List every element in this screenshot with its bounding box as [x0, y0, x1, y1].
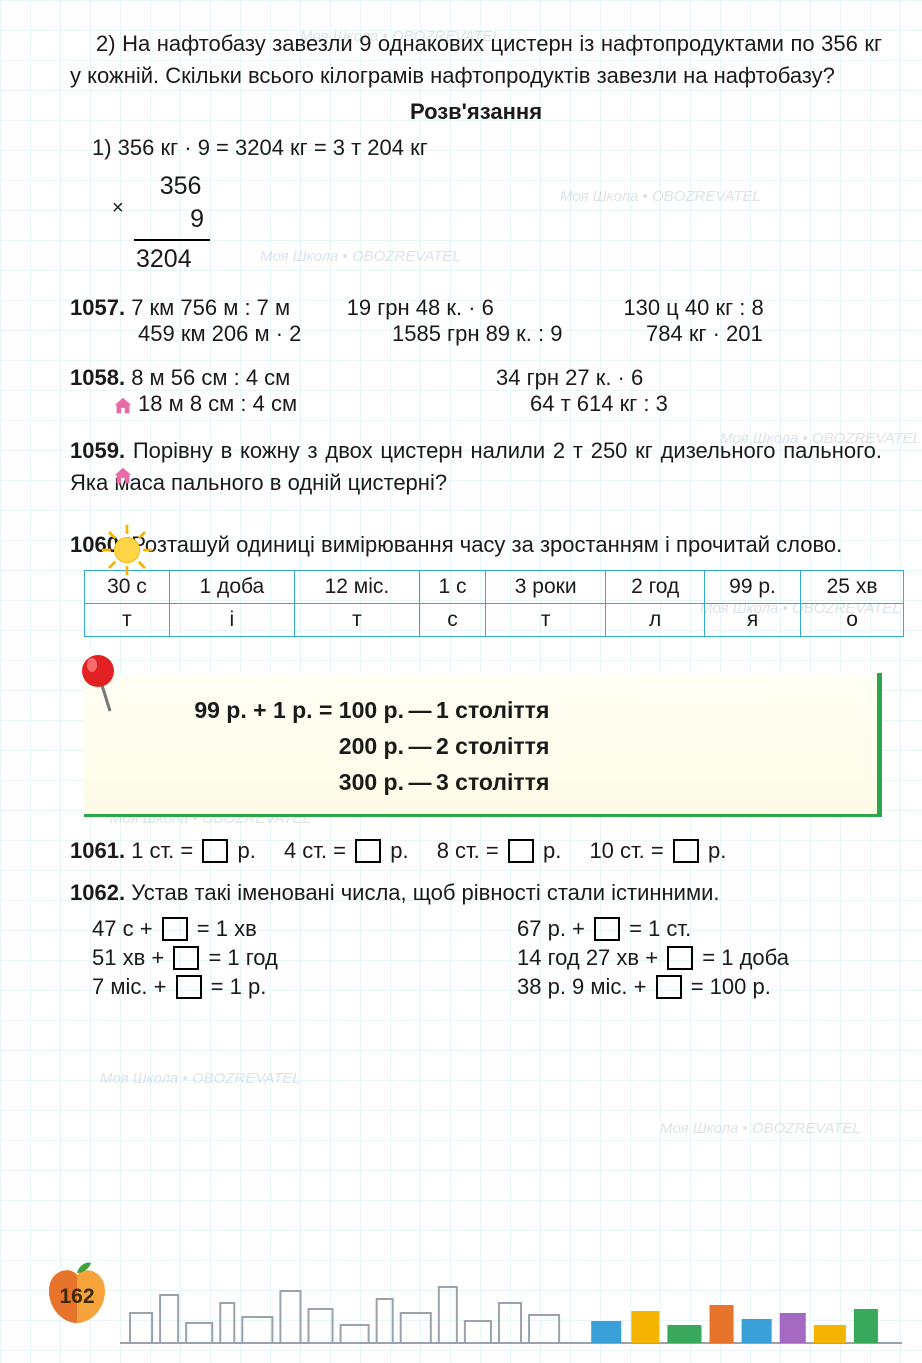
pin-icon	[74, 651, 126, 715]
table-header: 99 р.	[704, 571, 800, 604]
table-header: 12 міс.	[294, 571, 419, 604]
problem-2-text: 2) На нафтобазу завезли 9 однакових цист…	[70, 28, 882, 92]
table-cell: с	[419, 604, 485, 637]
page-number-badge: 162	[42, 1257, 112, 1333]
task-1061-num: 1061.	[70, 838, 125, 863]
table-cell: л	[606, 604, 705, 637]
task-1059-num: 1059.	[70, 438, 125, 463]
table-header: 3 роки	[485, 571, 605, 604]
equation-line: 47 с + = 1 хв	[92, 916, 457, 942]
task-1057-num: 1057.	[70, 295, 125, 320]
skyline-decoration	[120, 1275, 902, 1345]
century-note-box: 99 р. + 1 р. = 100 р.—1 століття200 р.—2…	[84, 673, 882, 817]
task-1058-num: 1058.	[70, 365, 125, 390]
home-icon	[112, 465, 134, 487]
equation-line: 67 р. + = 1 ст.	[517, 916, 882, 942]
home-icon	[112, 395, 134, 417]
table-header: 1 с	[419, 571, 485, 604]
table-cell: т	[85, 604, 170, 637]
table-header: 25 хв	[801, 571, 904, 604]
page-number: 162	[42, 1257, 112, 1327]
table-cell: я	[704, 604, 800, 637]
fill-blank: 10 ст. = р.	[589, 838, 726, 863]
task-1062: 1062. Устав такі іменовані числа, щоб рі…	[70, 877, 882, 1003]
sun-icon	[100, 523, 154, 577]
task-1057: 1057. 7 км 756 м : 7 м 19 грн 48 к. · 6 …	[70, 295, 882, 347]
multiplication-column: ×356 9 3204	[130, 170, 882, 277]
table-header: 1 доба	[169, 571, 294, 604]
task-1058: 1058. 8 м 56 см : 4 см 34 грн 27 к. · 6 …	[70, 365, 882, 417]
watermark: Моя Школа • OBOZREVATEL	[100, 1070, 301, 1087]
note-line: 300 р.—3 століття	[154, 765, 859, 801]
note-line: 99 р. + 1 р. = 100 р.—1 століття	[154, 693, 859, 729]
fill-blank: 1 ст. = р.	[131, 838, 284, 863]
task-1059: 1059. Порівну в кожну з двох цистерн нал…	[70, 435, 882, 499]
task-1061: 1061. 1 ст. = р. 4 ст. = р. 8 ст. = р. 1…	[70, 835, 882, 867]
solution-title: Розв'язання	[70, 96, 882, 128]
table-cell: т	[294, 604, 419, 637]
problem-2-label: 2)	[96, 31, 116, 56]
task-1062-num: 1062.	[70, 880, 125, 905]
fill-blank: 4 ст. = р.	[284, 838, 437, 863]
equation-line: 51 хв + = 1 год	[92, 945, 457, 971]
solution-step-1: 1) 356 кг · 9 = 3204 кг = 3 т 204 кг	[92, 132, 882, 164]
table-header: 2 год	[606, 571, 705, 604]
table-cell: т	[485, 604, 605, 637]
task-1060: 1060. Розташуй одиниці вимірювання часу …	[70, 529, 882, 638]
equation-line: 38 р. 9 міс. + = 100 р.	[517, 974, 882, 1000]
watermark: Моя Школа • OBOZREVATEL	[660, 1120, 861, 1137]
table-cell: о	[801, 604, 904, 637]
fill-blank: 8 ст. = р.	[437, 838, 590, 863]
equation-line: 7 міс. + = 1 р.	[92, 974, 457, 1000]
note-line: 200 р.—2 століття	[154, 729, 859, 765]
table-cell: і	[169, 604, 294, 637]
equation-line: 14 год 27 хв + = 1 доба	[517, 945, 882, 971]
problem-2: 2) На нафтобазу завезли 9 однакових цист…	[70, 28, 882, 277]
time-units-table: 30 с1 доба12 міс.1 с3 роки2 год99 р.25 х…	[84, 570, 904, 637]
